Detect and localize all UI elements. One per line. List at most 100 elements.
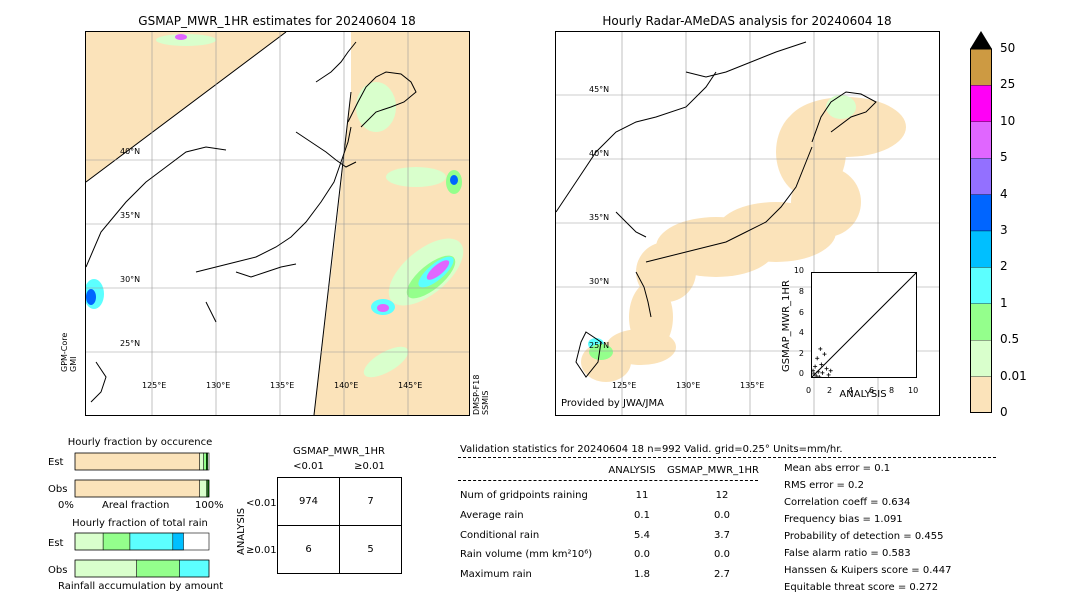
rain-area <box>86 289 96 305</box>
left-map: 40°N 35°N 30°N 25°N 125°E 130°E 135°E 14… <box>85 31 470 416</box>
fraction-bar-segment <box>199 479 207 498</box>
fraction-bar-outline <box>74 452 210 471</box>
validation-row-label: Num of gridpoints raining <box>460 490 588 501</box>
validation-row-label: Average rain <box>460 510 524 521</box>
total-rain-obs-label: Obs <box>48 565 68 576</box>
swath-east <box>314 32 469 415</box>
lon-label: 125°E <box>142 381 167 390</box>
colorbar-segment <box>970 340 992 377</box>
table-divider <box>278 525 401 526</box>
lat-label: 35°N <box>589 213 610 222</box>
swath-north-inner <box>86 32 276 167</box>
lon-label: 135°E <box>740 381 765 390</box>
total-rain-title: Hourly fraction of total rain <box>72 518 208 529</box>
contingency-row-lt: <0.01 <box>246 498 277 509</box>
validation-row-label: Conditional rain <box>460 530 540 541</box>
validation-row-gsmap: 0.0 <box>714 510 730 521</box>
right-map: 45°N 40°N 35°N 30°N 25°N 125°E 130°E 135… <box>555 31 940 416</box>
scatter-point <box>822 352 827 357</box>
swath-edge <box>313 91 352 415</box>
lon-label: 145°E <box>398 381 423 390</box>
lat-label: 45°N <box>589 85 610 94</box>
lon-label: 130°E <box>676 381 701 390</box>
validation-row-gsmap: 0.0 <box>714 549 730 560</box>
validation-row-label: Rain volume (mm km²10⁶) <box>460 549 593 560</box>
fraction-bar-segment <box>203 452 207 471</box>
colorbar-segment <box>970 376 992 413</box>
colorbar-label: 10 <box>1000 113 1016 128</box>
score-line: Mean abs error = 0.1 <box>784 463 891 474</box>
scatter-ytick: 4 <box>798 328 804 337</box>
total-rain-bars <box>74 532 210 578</box>
contingency-table: 974 7 6 5 <box>277 477 402 574</box>
scatter-point <box>812 371 817 376</box>
fraction-bar-segment <box>102 532 131 551</box>
scatter-point <box>816 369 821 374</box>
colorbar-extend-arrow <box>970 31 992 49</box>
colorbar-label: 3 <box>1000 223 1008 237</box>
validation-header: Validation statistics for 20240604 18 n=… <box>460 444 843 455</box>
scatter-ylabel: GSMAP_MWR_1HR <box>781 280 792 372</box>
contingency-cell-b: 7 <box>367 496 374 507</box>
scatter-plot <box>811 272 917 378</box>
validation-table-rule <box>458 480 758 481</box>
scatter-point <box>820 370 825 375</box>
score-line: Correlation coeff = 0.634 <box>784 497 911 508</box>
contingency-row-ge: ≥0.01 <box>246 545 277 556</box>
fraction-bar-outline <box>74 479 210 498</box>
scatter-ytick: 8 <box>798 287 804 296</box>
fraction-bar-segment <box>74 479 200 498</box>
scatter-xtick: 0 <box>806 386 812 395</box>
fraction-bar-outline <box>74 559 210 578</box>
validation-row-analysis: 1.8 <box>634 569 650 580</box>
contingency-title: GSMAP_MWR_1HR <box>293 446 385 457</box>
validation-col-analysis: ANALYSIS <box>608 465 656 476</box>
rain-area <box>175 34 187 40</box>
fraction-bar-segment <box>206 452 208 471</box>
occurrence-axis-left: 0% <box>58 500 74 511</box>
validation-row-analysis: 0.0 <box>634 549 650 560</box>
lat-label: 40°N <box>589 149 610 158</box>
fraction-bar-segment <box>74 452 200 471</box>
scatter-ytick: 6 <box>798 308 804 317</box>
scatter-xtick: 6 <box>869 386 875 395</box>
scatter-xtick: 4 <box>848 386 854 395</box>
occurrence-bars <box>74 452 210 498</box>
validation-col-gsmap: GSMAP_MWR_1HR <box>667 465 759 476</box>
data-credit: Provided by JWA/JMA <box>561 398 664 409</box>
fraction-bar-segment <box>74 532 104 551</box>
colorbar-label: 4 <box>1000 186 1008 201</box>
scatter-point <box>815 356 820 361</box>
fraction-bar-segment <box>136 559 180 578</box>
validation-row-gsmap: 3.7 <box>714 530 730 541</box>
colorbar-label: 2 <box>1000 259 1008 274</box>
scatter-point <box>819 362 824 367</box>
validation-row-analysis: 0.1 <box>634 510 650 521</box>
rain-area <box>426 260 450 280</box>
colorbar-segment <box>970 267 992 304</box>
fraction-bar-segment <box>179 559 210 578</box>
fraction-bar-segment <box>129 532 174 551</box>
validation-row-gsmap: 12 <box>715 490 729 501</box>
fraction-bar-segment <box>172 532 184 551</box>
score-line: Equitable threat score = 0.272 <box>784 582 939 593</box>
scatter-point <box>812 368 816 373</box>
validation-row-analysis: 11 <box>635 490 649 501</box>
scatter-point <box>818 346 823 351</box>
validation-row-gsmap: 2.7 <box>714 569 730 580</box>
colorbar-canvas <box>970 31 992 413</box>
left-map-title: GSMAP_MWR_1HR estimates for 20240604 18 <box>138 14 416 28</box>
rain-area <box>386 167 446 187</box>
lon-label: 140°E <box>334 381 359 390</box>
swath-edge <box>86 32 287 183</box>
left-sensor-label: GPM-Core GMI <box>60 332 78 372</box>
lon-label: 125°E <box>612 381 637 390</box>
contingency-cell-a: 974 <box>298 496 319 507</box>
rain-area <box>450 175 458 185</box>
right-map-canvas <box>556 32 939 415</box>
occurrence-axis-mid: Areal fraction <box>102 500 170 511</box>
lat-label: 30°N <box>589 277 610 286</box>
score-line: RMS error = 0.2 <box>784 480 864 491</box>
scatter-point <box>826 372 831 377</box>
contingency-col-ge: ≥0.01 <box>354 461 385 472</box>
